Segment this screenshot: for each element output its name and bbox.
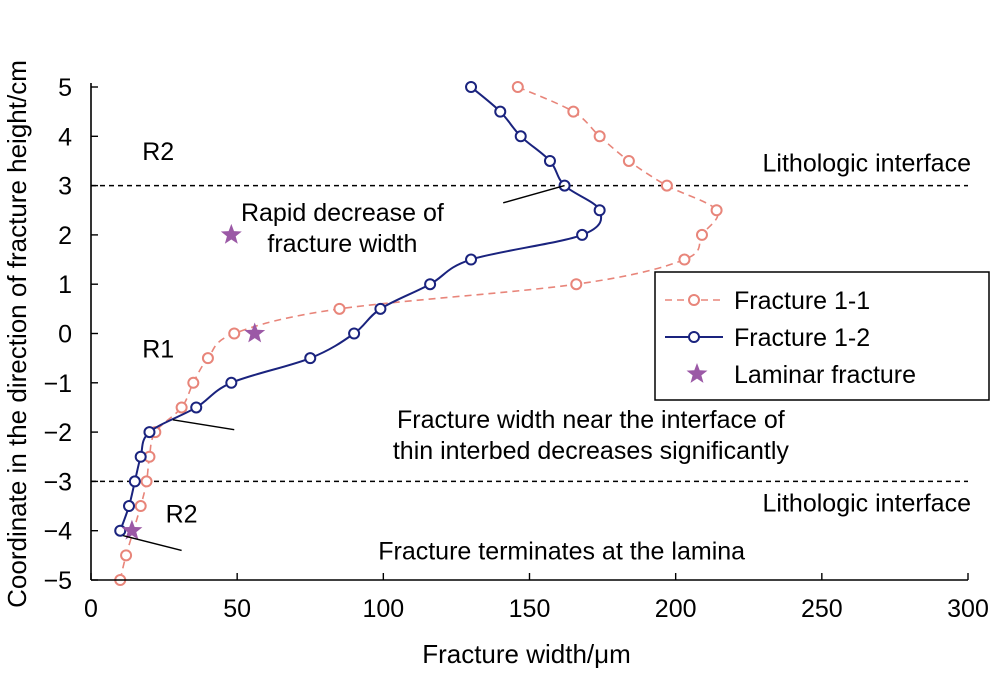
y-axis-label: Coordinate in the direction of fracture … xyxy=(2,60,32,608)
data-point-star xyxy=(220,223,242,244)
data-point xyxy=(465,81,478,93)
data-point xyxy=(304,352,317,365)
x-tick-label: 150 xyxy=(509,595,551,623)
legend-label: Laminar fracture xyxy=(734,361,916,389)
annotation-text: thin interbed decreases significantly xyxy=(393,437,790,465)
annotations-layer: R2 R1 R2 Rapid decrease of fracture width Fra… xyxy=(122,138,790,565)
x-tick-label: 200 xyxy=(655,595,697,623)
data-point xyxy=(143,426,156,439)
y-tick-label: −3 xyxy=(43,468,72,496)
data-point xyxy=(175,401,188,414)
x-tick-label: 250 xyxy=(801,595,843,623)
annotation-text: fracture width xyxy=(267,230,417,258)
legend-marker xyxy=(688,331,700,343)
data-point xyxy=(190,401,203,414)
legend-entry: Fracture 1-1 xyxy=(665,287,870,315)
data-point xyxy=(228,327,241,340)
legend-marker-star xyxy=(686,363,708,383)
data-point xyxy=(225,376,238,389)
data-point xyxy=(514,130,527,143)
series-fracture-1-1 xyxy=(114,81,723,586)
legend: Fracture 1-1 Fracture 1-2 Laminar fracture xyxy=(654,271,990,401)
data-point xyxy=(123,500,136,513)
y-tick-label: −1 xyxy=(43,370,72,398)
series-layer xyxy=(114,81,723,586)
legend-label: Fracture 1-1 xyxy=(734,287,870,315)
legend-entry: Laminar fracture xyxy=(686,361,916,389)
annotation: Fracture terminates at the lamina xyxy=(378,537,745,565)
region-label: R2 xyxy=(166,500,198,528)
data-point xyxy=(424,278,437,291)
data-point xyxy=(494,105,507,118)
data-point xyxy=(140,475,153,488)
region-label: R2 xyxy=(142,138,174,166)
legend-marker xyxy=(688,294,700,306)
annotation-leader xyxy=(172,419,235,431)
x-tick-label: 100 xyxy=(362,595,404,623)
annotation-leader xyxy=(122,534,182,552)
data-point xyxy=(201,352,214,365)
legend-entry: Fracture 1-2 xyxy=(665,324,870,352)
annotation-text: Rapid decrease of xyxy=(241,199,444,227)
x-tick-label: 0 xyxy=(84,595,98,623)
series-fracture-1-2 xyxy=(114,81,606,537)
data-point xyxy=(333,302,346,315)
data-point xyxy=(570,278,583,291)
data-point xyxy=(678,253,691,266)
data-point xyxy=(134,500,147,513)
annotation-text: Fracture terminates at the lamina xyxy=(378,537,745,565)
region-label: R1 xyxy=(142,335,174,363)
data-point xyxy=(128,475,141,488)
y-tick-label: 1 xyxy=(58,271,72,299)
y-tick-label: 5 xyxy=(58,74,72,102)
annotation: Fracture width near the interface of thin… xyxy=(393,406,790,465)
y-tick-label: 3 xyxy=(58,173,72,201)
x-tick-label: 300 xyxy=(947,595,989,623)
data-point xyxy=(710,204,723,217)
y-tick-label: 0 xyxy=(58,321,72,349)
data-point xyxy=(543,154,556,167)
data-point-star xyxy=(244,322,266,343)
data-point xyxy=(114,524,127,537)
series-laminar-fracture xyxy=(121,223,266,540)
annotation-leader xyxy=(503,184,565,204)
data-point xyxy=(593,204,606,217)
data-point xyxy=(120,549,133,562)
annotation: Rapid decrease of fracture width xyxy=(241,199,444,258)
data-point xyxy=(348,327,361,340)
data-point xyxy=(187,376,200,389)
axes: 0 50 100 150 200 250 300 −5 −4 −3 −2 −1 0 1 2 3 4 5 Fractu… xyxy=(2,60,989,669)
y-tick-label: 2 xyxy=(58,222,72,250)
annotation-text: Fracture width near the interface of xyxy=(397,406,785,434)
y-tick-label: −5 xyxy=(43,567,72,595)
data-point xyxy=(134,450,147,463)
x-tick-label: 50 xyxy=(223,595,251,623)
data-point xyxy=(511,81,524,93)
data-point xyxy=(695,228,708,241)
data-point-star xyxy=(121,519,143,540)
interface-label: Lithologic interface xyxy=(763,489,971,517)
data-point xyxy=(593,130,606,143)
reference-lines: Lithologic interface Lithologic interface xyxy=(91,150,971,517)
data-point xyxy=(622,154,635,167)
data-point xyxy=(576,228,589,241)
interface-label: Lithologic interface xyxy=(763,150,971,178)
data-point xyxy=(374,302,387,315)
data-point xyxy=(660,179,673,192)
y-tick-label: −4 xyxy=(43,518,72,546)
y-tick-label: 4 xyxy=(58,123,72,151)
data-point xyxy=(465,253,478,266)
legend-label: Fracture 1-2 xyxy=(734,324,870,352)
x-axis-label: Fracture width/μm xyxy=(422,639,631,669)
y-tick-label: −2 xyxy=(43,419,72,447)
data-point xyxy=(567,105,580,118)
